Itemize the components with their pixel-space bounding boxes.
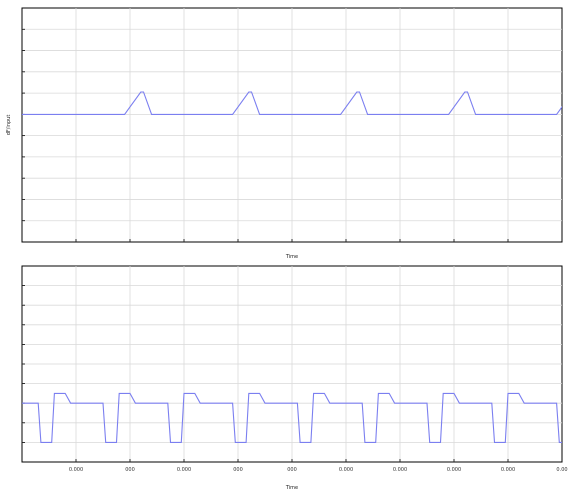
bottom-x-tick-label: 0.000 (177, 467, 191, 473)
bottom-x-tick-label: 000 (233, 467, 243, 473)
bottom-x-tick-label: 0.000 (339, 467, 353, 473)
bottom-x-tick-label: 0.000 (501, 467, 515, 473)
bottom-x-tick-label: 000 (125, 467, 135, 473)
top-x-axis-label: Time (285, 254, 298, 260)
bottom-x-tick-label: 0.000 (393, 467, 407, 473)
bottom-x-tick-label: 0.000 (69, 467, 83, 473)
bottom-x-tick-label: 0.00 (556, 467, 567, 473)
top-plot: Time dF/input (6, 7, 563, 260)
bottom-x-tick-label: 0.000 (447, 467, 461, 473)
bottom-x-axis-label: Time (285, 485, 298, 491)
top-series-line-0 (22, 91, 562, 115)
top-y-axis-label: dF/input (6, 115, 12, 136)
bottom-plot: 0.000 000 0.000 000 000 0.000 0.000 0.000 0.000 0… (21, 265, 568, 491)
bottom-series-line-0 (22, 392, 562, 443)
bottom-x-tick-label: 000 (287, 467, 297, 473)
